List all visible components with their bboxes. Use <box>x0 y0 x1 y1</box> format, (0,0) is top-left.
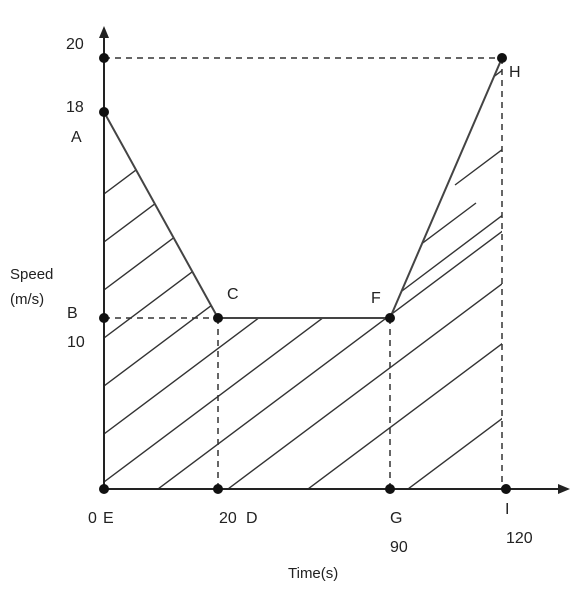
label-i: I <box>505 501 509 518</box>
y-tick-18: 18 <box>66 99 84 116</box>
x-axis-title: Time(s) <box>288 565 338 582</box>
point-d <box>213 484 223 494</box>
label-a: A <box>71 129 82 146</box>
label-f: F <box>371 290 381 307</box>
y-axis-arrow <box>99 26 109 38</box>
dashed-guides <box>104 57 503 489</box>
point-c <box>213 313 223 323</box>
point-a <box>99 107 109 117</box>
y-axis-title-line2: (m/s) <box>10 291 44 308</box>
point-i <box>501 484 511 494</box>
y-tick-20: 20 <box>66 36 84 53</box>
label-b: B <box>67 305 78 322</box>
x-axis-arrow <box>558 484 570 494</box>
area-hatching <box>104 58 502 489</box>
x-tick-0: 0 <box>88 510 97 527</box>
y-tick-10: 10 <box>67 334 85 351</box>
point-g <box>385 484 395 494</box>
point-y20 <box>99 53 109 63</box>
point-h <box>497 53 507 63</box>
points <box>99 53 511 494</box>
x-tick-20: 20 <box>219 510 237 527</box>
label-d: D <box>246 510 258 527</box>
label-h: H <box>509 64 521 81</box>
x-tick-120: 120 <box>506 530 533 547</box>
x-tick-90: 90 <box>390 539 408 556</box>
speed-time-path <box>103 57 503 319</box>
point-b <box>99 313 109 323</box>
label-c: C <box>227 286 239 303</box>
y-axis-title-line1: Speed <box>10 266 53 283</box>
point-f <box>385 313 395 323</box>
axes <box>99 26 570 494</box>
label-g: G <box>390 510 402 527</box>
label-e: E <box>103 510 114 527</box>
point-e <box>99 484 109 494</box>
